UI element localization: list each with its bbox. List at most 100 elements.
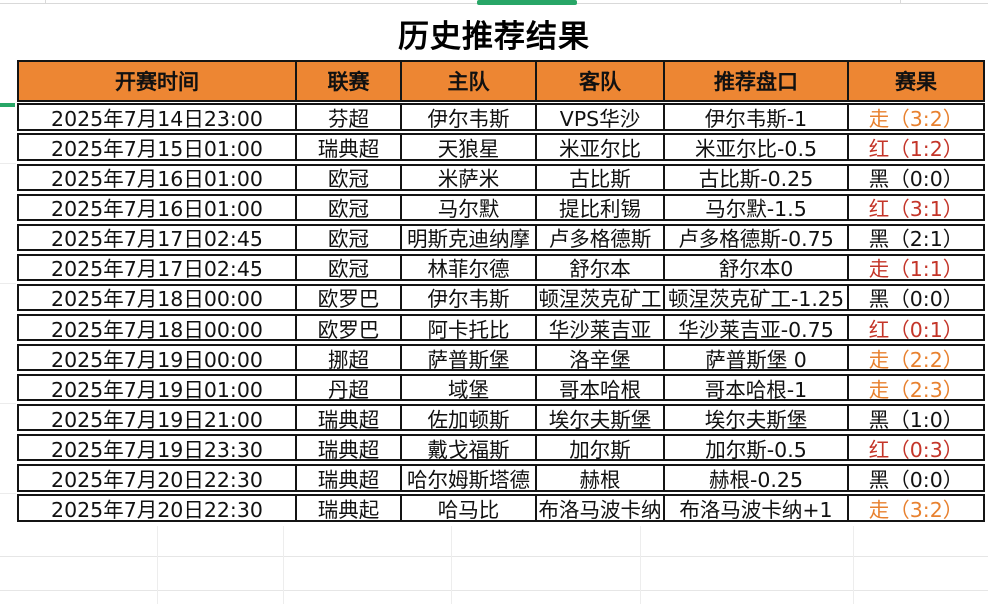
- cell-result-badge[interactable]: 黑（2:1）: [868, 227, 964, 249]
- cell-away-team[interactable]: 哥本哈根: [537, 376, 665, 400]
- table-row[interactable]: 2025年7月18日00:00 欧罗巴 伊尔韦斯 顿涅茨克矿工 顿涅茨克矿工-1…: [17, 283, 985, 312]
- cell-away-team[interactable]: 赫根: [537, 466, 665, 490]
- cell-result-badge[interactable]: 黑（0:0）: [868, 287, 964, 310]
- cell-result-badge[interactable]: 黑（0:0）: [868, 167, 964, 189]
- header-cell-handicap[interactable]: 推荐盘口: [665, 62, 849, 100]
- cell-match-time[interactable]: 2025年7月16日01:00: [19, 195, 297, 219]
- cell-away-team[interactable]: 古比斯: [537, 165, 665, 189]
- cell-match-time[interactable]: 2025年7月19日00:00: [19, 346, 297, 370]
- cell-league[interactable]: 欧冠: [297, 195, 402, 219]
- table-row[interactable]: 2025年7月19日00:00 挪超 萨普斯堡 洛辛堡 萨普斯堡 0 走（2:2…: [17, 344, 985, 372]
- cell-league[interactable]: 芬超: [297, 105, 402, 129]
- cell-handicap[interactable]: 顿涅茨克矿工-1.25: [665, 285, 849, 310]
- cell-away-team[interactable]: 卢多格德斯: [537, 225, 665, 249]
- cell-league[interactable]: 瑞典超: [297, 466, 402, 490]
- cell-handicap[interactable]: 哥本哈根-1: [665, 376, 849, 400]
- header-cell-time[interactable]: 开赛时间: [19, 62, 297, 100]
- cell-away-team[interactable]: 舒尔本: [537, 255, 665, 279]
- table-row[interactable]: 2025年7月15日01:00 瑞典超 天狼星 米亚尔比 米亚尔比-0.5 红（…: [17, 133, 985, 161]
- cell-home-team[interactable]: 佐加顿斯: [402, 406, 537, 430]
- cell-handicap[interactable]: 赫根-0.25: [665, 466, 849, 490]
- cell-league[interactable]: 欧冠: [297, 255, 402, 279]
- cell-result-badge[interactable]: 红（0:1）: [868, 317, 964, 340]
- cell-match-time[interactable]: 2025年7月19日23:30: [19, 436, 297, 460]
- cell-handicap[interactable]: 华沙莱吉亚-0.75: [665, 315, 849, 340]
- cell-handicap[interactable]: 布洛马波卡纳+1: [665, 496, 849, 520]
- cell-home-team[interactable]: 伊尔韦斯: [402, 285, 537, 310]
- cell-handicap[interactable]: 马尔默-1.5: [665, 195, 849, 219]
- cell-home-team[interactable]: 米萨米: [402, 165, 537, 189]
- cell-handicap[interactable]: 卢多格德斯-0.75: [665, 225, 849, 249]
- cell-away-team[interactable]: 提比利锡: [537, 195, 665, 219]
- cell-result-badge[interactable]: 红（3:1）: [868, 197, 964, 219]
- table-row[interactable]: 2025年7月19日21:00 瑞典超 佐加顿斯 埃尔夫斯堡 埃尔夫斯堡 黑（1…: [17, 404, 985, 432]
- cell-home-team[interactable]: 阿卡托比: [402, 315, 537, 340]
- cell-away-team[interactable]: 洛辛堡: [537, 346, 665, 370]
- cell-home-team[interactable]: 哈尔姆斯塔德: [402, 466, 537, 490]
- cell-league[interactable]: 瑞典起: [297, 496, 402, 520]
- table-row[interactable]: 2025年7月17日02:45 欧冠 明斯克迪纳摩 卢多格德斯 卢多格德斯-0.…: [17, 223, 985, 251]
- cell-away-team[interactable]: 米亚尔比: [537, 135, 665, 159]
- cell-home-team[interactable]: 萨普斯堡: [402, 346, 537, 370]
- cell-handicap[interactable]: 伊尔韦斯-1: [665, 105, 849, 129]
- cell-league[interactable]: 瑞典超: [297, 436, 402, 460]
- cell-league[interactable]: 瑞典超: [297, 406, 402, 430]
- cell-away-team[interactable]: 华沙莱吉亚: [537, 315, 665, 340]
- cell-home-team[interactable]: 哈马比: [402, 496, 537, 520]
- cell-league[interactable]: 瑞典超: [297, 135, 402, 159]
- cell-league[interactable]: 欧冠: [297, 225, 402, 249]
- table-row[interactable]: 2025年7月19日23:30 瑞典超 戴戈福斯 加尔斯 加尔斯-0.5 红（0…: [17, 434, 985, 462]
- cell-league[interactable]: 丹超: [297, 376, 402, 400]
- cell-match-time[interactable]: 2025年7月17日02:45: [19, 255, 297, 279]
- cell-result-badge[interactable]: 走（3:2）: [868, 498, 964, 520]
- cell-match-time[interactable]: 2025年7月15日01:00: [19, 135, 297, 159]
- cell-league[interactable]: 欧罗巴: [297, 285, 402, 310]
- cell-match-time[interactable]: 2025年7月16日01:00: [19, 165, 297, 189]
- cell-result-badge[interactable]: 走（2:3）: [868, 377, 964, 400]
- cell-result-badge[interactable]: 黑（0:0）: [868, 467, 964, 490]
- cell-home-team[interactable]: 戴戈福斯: [402, 436, 537, 460]
- cell-away-team[interactable]: 加尔斯: [537, 436, 665, 460]
- cell-home-team[interactable]: 马尔默: [402, 195, 537, 219]
- table-row[interactable]: 2025年7月20日22:30 瑞典超 哈尔姆斯塔德 赫根 赫根-0.25 黑（…: [17, 464, 985, 492]
- cell-away-team[interactable]: 埃尔夫斯堡: [537, 406, 665, 430]
- cell-match-time[interactable]: 2025年7月18日00:00: [19, 315, 297, 340]
- header-cell-away[interactable]: 客队: [537, 62, 665, 100]
- cell-home-team[interactable]: 天狼星: [402, 135, 537, 159]
- cell-result-badge[interactable]: 红（0:3）: [868, 437, 964, 460]
- header-cell-home[interactable]: 主队: [402, 62, 537, 100]
- header-cell-result[interactable]: 赛果: [895, 70, 937, 94]
- cell-away-team[interactable]: 布洛马波卡纳: [537, 496, 665, 520]
- table-row[interactable]: 2025年7月16日01:00 欧冠 马尔默 提比利锡 马尔默-1.5 红（3:…: [17, 193, 985, 221]
- table-row[interactable]: 2025年7月14日23:00 芬超 伊尔韦斯 VPS华沙 伊尔韦斯-1 走（3…: [17, 103, 985, 131]
- header-cell-league[interactable]: 联赛: [297, 62, 402, 100]
- cell-league[interactable]: 欧冠: [297, 165, 402, 189]
- cell-away-team[interactable]: VPS华沙: [537, 105, 665, 129]
- table-row[interactable]: 2025年7月19日01:00 丹超 域堡 哥本哈根 哥本哈根-1 走（2:3）: [17, 374, 985, 402]
- cell-home-team[interactable]: 域堡: [402, 376, 537, 400]
- cell-handicap[interactable]: 古比斯-0.25: [665, 165, 849, 189]
- cell-handicap[interactable]: 埃尔夫斯堡: [665, 406, 849, 430]
- cell-match-time[interactable]: 2025年7月20日22:30: [19, 496, 297, 520]
- table-row[interactable]: 2025年7月17日02:45 欧冠 林菲尔德 舒尔本 舒尔本0 走（1:1）: [17, 253, 985, 281]
- table-row[interactable]: 2025年7月18日00:00 欧罗巴 阿卡托比 华沙莱吉亚 华沙莱吉亚-0.7…: [17, 313, 985, 342]
- table-row[interactable]: 2025年7月16日01:00 欧冠 米萨米 古比斯 古比斯-0.25 黑（0:…: [17, 163, 985, 191]
- cell-away-team[interactable]: 顿涅茨克矿工: [537, 285, 665, 310]
- cell-result-badge[interactable]: 走（1:1）: [868, 257, 964, 279]
- cell-league[interactable]: 挪超: [297, 346, 402, 370]
- cell-match-time[interactable]: 2025年7月19日01:00: [19, 376, 297, 400]
- cell-handicap[interactable]: 舒尔本0: [665, 255, 849, 279]
- table-row[interactable]: 2025年7月20日22:30 瑞典起 哈马比 布洛马波卡纳 布洛马波卡纳+1 …: [17, 494, 985, 522]
- page-title[interactable]: 历史推荐结果: [398, 18, 590, 55]
- cell-result-badge[interactable]: 走（3:2）: [868, 106, 964, 129]
- cell-home-team[interactable]: 明斯克迪纳摩: [402, 225, 537, 249]
- cell-result-badge[interactable]: 走（2:2）: [868, 347, 964, 370]
- cell-match-time[interactable]: 2025年7月14日23:00: [19, 105, 297, 129]
- cell-handicap[interactable]: 加尔斯-0.5: [665, 436, 849, 460]
- cell-match-time[interactable]: 2025年7月19日21:00: [19, 406, 297, 430]
- cell-league[interactable]: 欧罗巴: [297, 315, 402, 340]
- cell-home-team[interactable]: 林菲尔德: [402, 255, 537, 279]
- cell-match-time[interactable]: 2025年7月17日02:45: [19, 225, 297, 249]
- cell-result-badge[interactable]: 黑（1:0）: [868, 407, 964, 430]
- cell-home-team[interactable]: 伊尔韦斯: [402, 105, 537, 129]
